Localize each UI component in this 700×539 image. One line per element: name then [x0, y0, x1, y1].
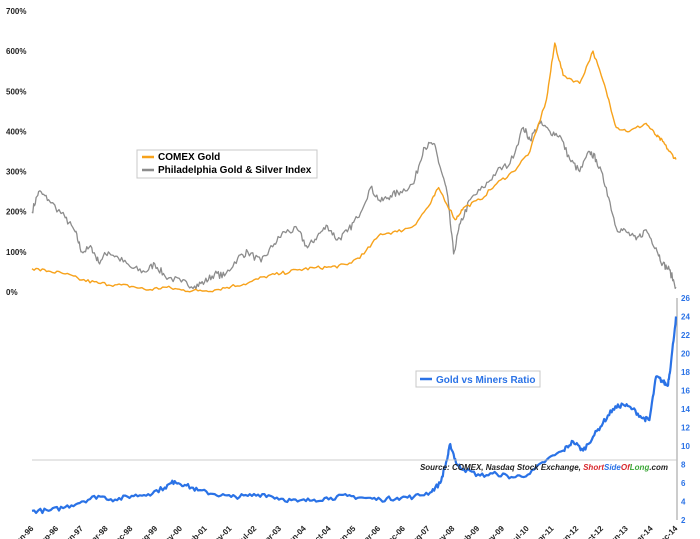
top-y-tick-label: 500% [6, 87, 26, 96]
x-tick-label: Jan-12 [556, 524, 581, 539]
top-y-tick-label: 200% [6, 208, 26, 217]
bottom-y-tick-label: 6 [681, 479, 686, 488]
top-y-tick-label: 700% [6, 7, 26, 16]
x-tick-label: Oct-04 [309, 524, 333, 539]
x-tick-label: Jun-05 [333, 524, 358, 539]
legend-label-xau: Philadelphia Gold & Silver Index [158, 165, 312, 176]
source-prefix: Source: COMEX, Nasdaq Stock Exchange, [420, 463, 583, 472]
x-tick-label: Sep-96 [35, 524, 60, 539]
legend-label-ratio: Gold vs Miners Ratio [436, 375, 535, 386]
source-note: Source: COMEX, Nasdaq Stock Exchange, Sh… [420, 463, 668, 472]
series-layer [31, 42, 678, 515]
top-y-tick-label: 0% [6, 288, 18, 297]
source-suffix: .com [649, 463, 668, 472]
bottom-legend: Gold vs Miners Ratio [415, 370, 541, 388]
bottom-y-tick-label: 14 [681, 405, 690, 414]
source-brand-short: Short [583, 463, 604, 472]
x-tick-label: Jan-04 [284, 524, 309, 539]
source-brand-long: Long [630, 463, 650, 472]
bottom-y-tick-label: 26 [681, 294, 690, 303]
source-brand-side: Side [604, 463, 621, 472]
x-tick-label: May-08 [431, 524, 457, 539]
x-tick-label: Aug-07 [406, 524, 432, 539]
x-tick-label: Feb-01 [184, 524, 209, 539]
x-tick-label: Apr-03 [259, 524, 284, 539]
x-tick-label: Dec-14 [654, 524, 679, 539]
top-legend: COMEX Gold Philadelphia Gold & Silver In… [136, 149, 318, 179]
x-tick-label: Dec-98 [110, 524, 135, 539]
top-legend-box [136, 149, 318, 179]
bottom-y-tick-label: 16 [681, 387, 690, 396]
bottom-y-tick-label: 22 [681, 331, 690, 340]
top-y-tick-label: 600% [6, 47, 26, 56]
x-tick-label: Mar-14 [630, 524, 655, 539]
x-tick-label: Nov-01 [208, 524, 234, 539]
x-tick-label: Dec-06 [382, 524, 407, 539]
x-tick-label: May-00 [158, 524, 184, 539]
bottom-y-tick-label: 24 [681, 313, 690, 322]
x-tick-label: Apr-11 [532, 524, 556, 539]
xau-index-line [31, 120, 677, 290]
comex-gold-line [31, 42, 677, 293]
x-tick-label: Jul-10 [508, 524, 531, 539]
source-brand-of: Of [621, 463, 631, 472]
top-panel-axis: 0% 100% 200% 300% 400% 500% 600% 700% [6, 7, 26, 297]
bottom-y-tick-label: 10 [681, 442, 690, 451]
gold-miners-ratio-line [31, 316, 678, 515]
bottom-y-tick-label: 2 [681, 516, 686, 525]
top-y-tick-label: 400% [6, 127, 26, 136]
x-tick-label: Jun-97 [60, 524, 85, 539]
bottom-y-tick-label: 4 [681, 498, 686, 507]
top-y-tick-label: 100% [6, 248, 26, 257]
top-y-tick-label: 300% [6, 168, 26, 177]
x-tick-label: Jun-13 [605, 524, 630, 539]
x-tick-label: Nov-09 [481, 524, 507, 539]
bottom-y-tick-label: 8 [681, 461, 686, 470]
x-tick-label: Feb-09 [457, 524, 482, 539]
x-tick-label: Aug-99 [134, 524, 160, 539]
x-tick-label: Jan-96 [11, 524, 36, 539]
x-tick-label: Jul-02 [236, 524, 259, 539]
bottom-y-tick-label: 20 [681, 350, 690, 359]
bottom-legend-box [415, 370, 541, 388]
legend-label-gold: COMEX Gold [158, 152, 220, 163]
x-tick-label: Oct-12 [581, 524, 605, 539]
x-tick-label: Mar-98 [85, 524, 110, 539]
bottom-y-tick-label: 18 [681, 368, 690, 377]
bottom-y-tick-label: 12 [681, 424, 690, 433]
x-tick-label: Mar-06 [358, 524, 383, 539]
